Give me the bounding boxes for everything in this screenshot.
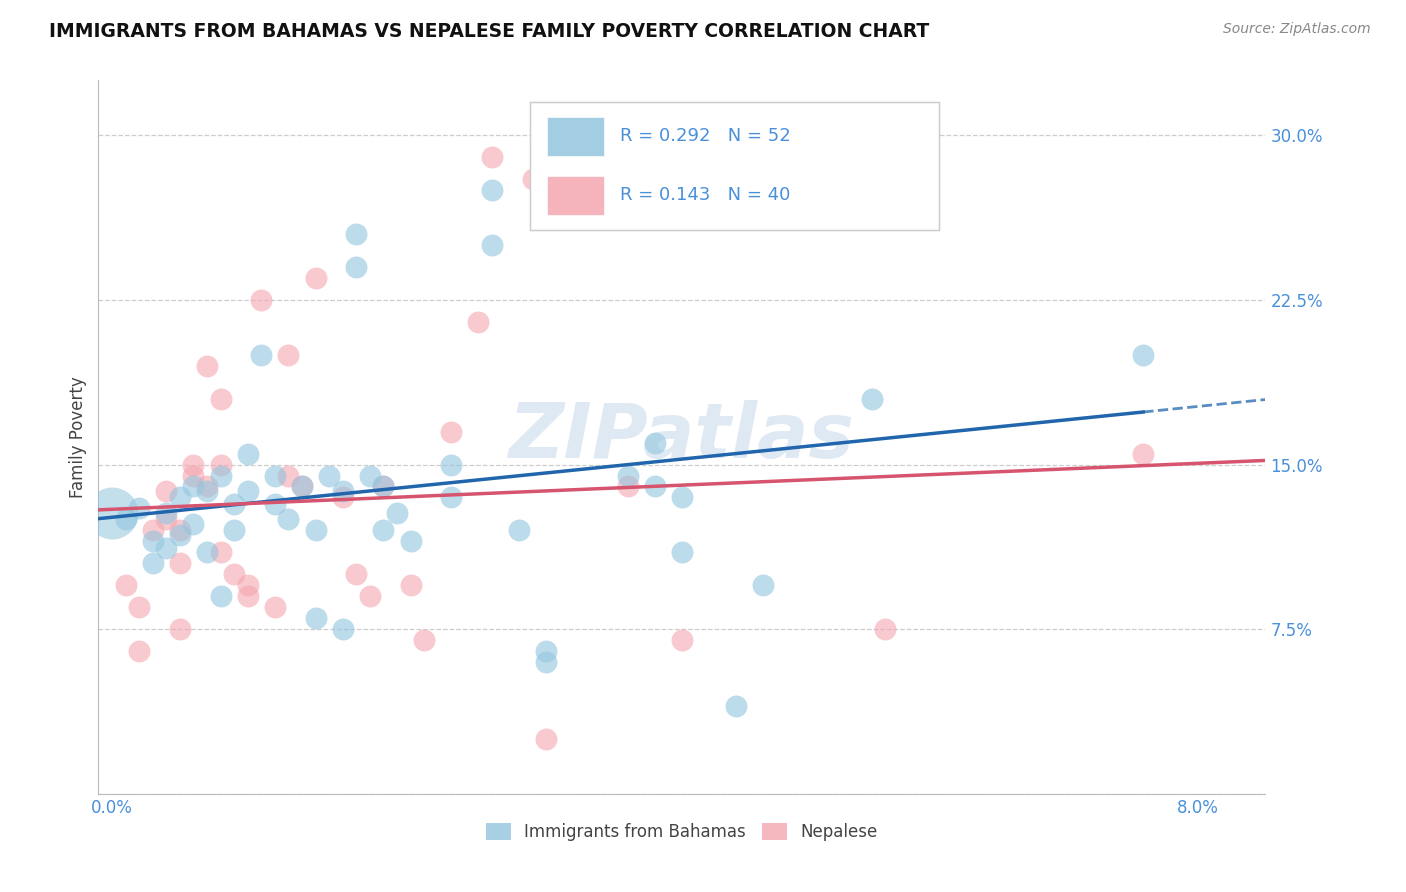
Point xyxy=(860,392,883,406)
Point xyxy=(195,359,218,373)
Point xyxy=(481,238,503,252)
Point xyxy=(1132,348,1154,362)
Point xyxy=(236,483,259,498)
Point xyxy=(195,479,218,493)
Y-axis label: Family Poverty: Family Poverty xyxy=(69,376,87,498)
Point xyxy=(224,567,246,582)
Point xyxy=(373,479,395,493)
Point xyxy=(508,524,530,538)
Point xyxy=(344,260,367,274)
Point xyxy=(250,348,273,362)
Point xyxy=(413,633,436,648)
Point xyxy=(440,425,463,439)
Point xyxy=(304,611,326,625)
Point xyxy=(142,534,165,549)
Point xyxy=(344,227,367,241)
Point xyxy=(616,468,638,483)
Point xyxy=(616,479,638,493)
Point xyxy=(114,512,136,526)
Point xyxy=(359,468,381,483)
Point xyxy=(277,348,299,362)
Point xyxy=(101,506,124,520)
Point xyxy=(304,271,326,285)
Point xyxy=(209,458,232,472)
Point xyxy=(481,183,503,197)
Point xyxy=(534,655,557,669)
Point xyxy=(399,534,422,549)
Point xyxy=(1132,446,1154,460)
Point xyxy=(291,479,314,493)
Point xyxy=(373,524,395,538)
Point xyxy=(373,479,395,493)
Point xyxy=(359,589,381,603)
Point xyxy=(304,524,326,538)
Point xyxy=(169,557,191,571)
Point xyxy=(467,315,489,329)
Point xyxy=(224,524,246,538)
Point xyxy=(440,458,463,472)
Point xyxy=(318,468,340,483)
Point xyxy=(209,392,232,406)
Point xyxy=(195,483,218,498)
Point xyxy=(440,491,463,505)
Point xyxy=(291,479,314,493)
Point xyxy=(169,491,191,505)
Point xyxy=(875,205,897,219)
Point xyxy=(169,524,191,538)
Point xyxy=(250,293,273,307)
Point xyxy=(155,541,177,555)
Point xyxy=(277,512,299,526)
Point xyxy=(725,699,748,714)
Point xyxy=(183,468,205,483)
Point xyxy=(277,468,299,483)
Point xyxy=(534,644,557,658)
Point xyxy=(332,622,354,636)
Point xyxy=(155,506,177,520)
Point xyxy=(534,731,557,746)
Point xyxy=(209,545,232,559)
Point xyxy=(155,512,177,526)
Point xyxy=(752,578,775,592)
Text: ZIPatlas: ZIPatlas xyxy=(509,401,855,474)
Point xyxy=(332,491,354,505)
Point xyxy=(263,468,285,483)
Point xyxy=(195,545,218,559)
Point xyxy=(671,491,693,505)
Text: Source: ZipAtlas.com: Source: ZipAtlas.com xyxy=(1223,22,1371,37)
Point xyxy=(128,600,150,615)
Point xyxy=(169,528,191,542)
Point xyxy=(169,622,191,636)
Point xyxy=(114,578,136,592)
Point xyxy=(236,446,259,460)
Point xyxy=(142,557,165,571)
Point xyxy=(155,483,177,498)
Point xyxy=(183,516,205,531)
Point xyxy=(224,497,246,511)
Point xyxy=(385,506,408,520)
Point xyxy=(183,458,205,472)
Point xyxy=(236,578,259,592)
Point xyxy=(183,479,205,493)
Point xyxy=(236,589,259,603)
Point xyxy=(332,483,354,498)
Point xyxy=(263,497,285,511)
Point xyxy=(671,545,693,559)
Point xyxy=(399,578,422,592)
Point xyxy=(263,600,285,615)
Point xyxy=(875,622,897,636)
Point xyxy=(644,435,666,450)
Point xyxy=(481,150,503,164)
Point xyxy=(209,589,232,603)
Point xyxy=(209,468,232,483)
Text: IMMIGRANTS FROM BAHAMAS VS NEPALESE FAMILY POVERTY CORRELATION CHART: IMMIGRANTS FROM BAHAMAS VS NEPALESE FAMI… xyxy=(49,22,929,41)
Point xyxy=(522,172,544,186)
Legend: Immigrants from Bahamas, Nepalese: Immigrants from Bahamas, Nepalese xyxy=(478,815,886,850)
Point xyxy=(671,633,693,648)
Point xyxy=(128,644,150,658)
Point xyxy=(128,501,150,516)
Point xyxy=(644,479,666,493)
Point xyxy=(344,567,367,582)
Point xyxy=(142,524,165,538)
